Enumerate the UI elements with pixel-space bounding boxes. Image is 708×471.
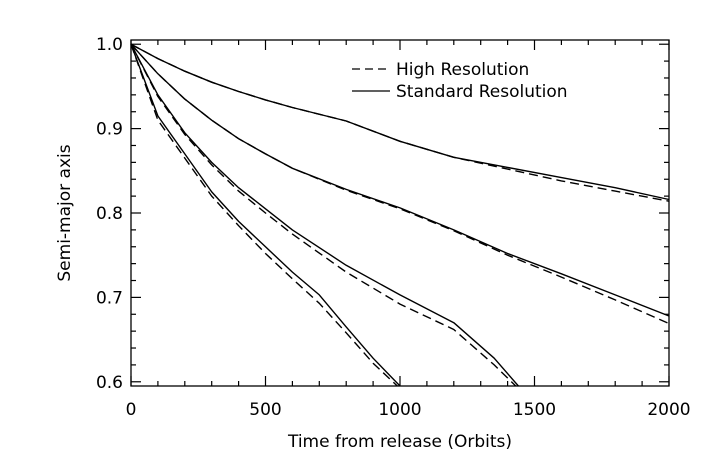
tick-labels: 0 500 1000 1500 2000 0.6 0.7 0.8 0.9 1.0: [96, 35, 691, 420]
solid-series-line-2: [130, 43, 670, 317]
y-tick-label: 1.0: [96, 35, 123, 55]
x-tick-label: 1500: [513, 400, 556, 420]
y-tick-label: 0.6: [96, 373, 123, 393]
legend: High Resolution Standard Resolution: [352, 60, 568, 102]
legend-label-high-resolution: High Resolution: [396, 60, 529, 80]
series-layer: [130, 43, 670, 387]
x-tick-label: 0: [126, 400, 137, 420]
solid-series-line-6: [130, 43, 401, 387]
x-tick-label: 1000: [378, 400, 421, 420]
dashed-series-line-1: [130, 43, 670, 202]
x-axis-label: Time from release (Orbits): [287, 432, 512, 452]
dashed-series-line-5: [130, 43, 517, 387]
solid-series-line-4: [130, 43, 519, 387]
legend-label-standard-resolution: Standard Resolution: [396, 82, 568, 102]
x-tick-label: 500: [249, 400, 281, 420]
dashed-series-line-7: [130, 43, 398, 387]
y-tick-label: 0.8: [96, 204, 123, 224]
y-tick-label: 0.9: [96, 120, 123, 140]
y-tick-label: 0.7: [96, 288, 123, 308]
axis-ticks: [130, 40, 670, 386]
x-tick-label: 2000: [647, 400, 690, 420]
y-axis-label: Semi-major axis: [55, 144, 75, 281]
